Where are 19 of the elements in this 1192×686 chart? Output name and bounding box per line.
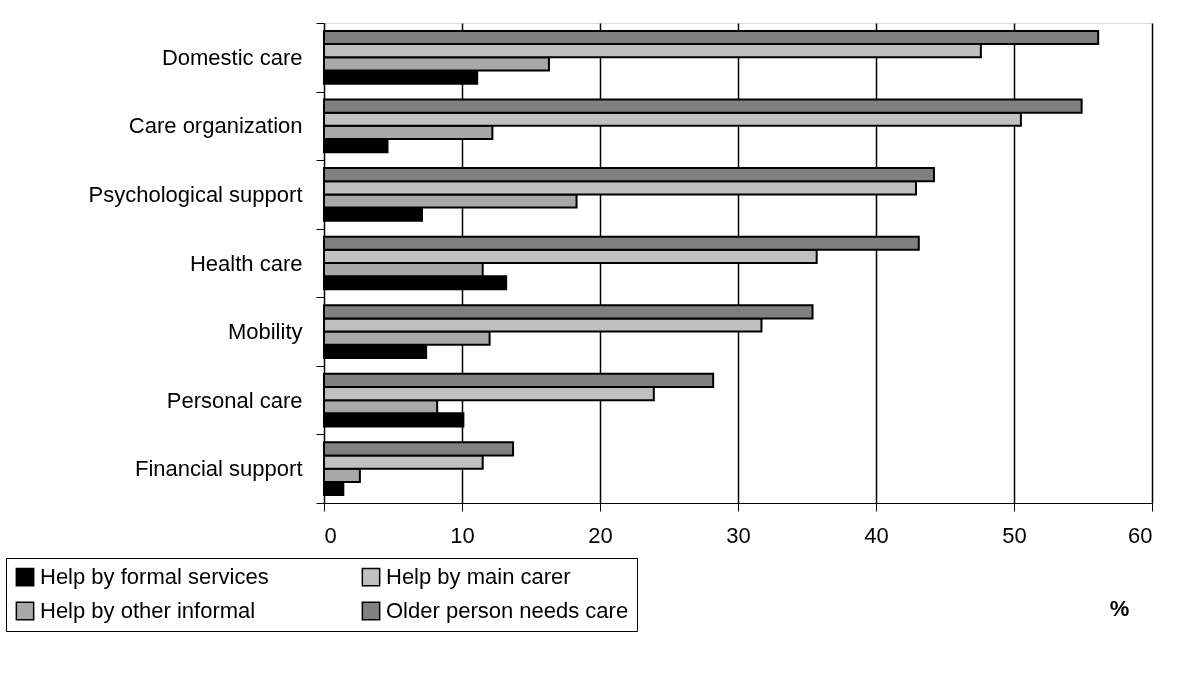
x-tick-label: 10: [450, 522, 475, 548]
y-tick-label: Domestic care: [161, 44, 303, 70]
y-tick-label: Care organization: [128, 113, 303, 139]
y-tick-label: Mobility: [227, 319, 303, 345]
x-axis-title: %: [1109, 595, 1130, 621]
x-tick-label: 50: [1002, 522, 1027, 548]
y-tick-label: Personal care: [166, 387, 303, 413]
y-tick-label: Health care: [189, 250, 303, 276]
legend-label: Older person needs care: [386, 598, 629, 623]
x-tick-label: 0: [324, 522, 337, 548]
legend-label: Help by main carer: [386, 564, 571, 590]
x-tick-label: 40: [864, 522, 889, 548]
x-tick-label: 60: [1128, 522, 1153, 548]
x-tick-label: 30: [726, 522, 751, 548]
legend-label: Help by other informal: [40, 598, 256, 623]
legend-label: Help by formal services: [40, 564, 269, 590]
x-tick-label: 20: [588, 522, 613, 548]
y-tick-label: Psychological support: [88, 181, 303, 207]
y-tick-label: Financial support: [134, 456, 303, 482]
